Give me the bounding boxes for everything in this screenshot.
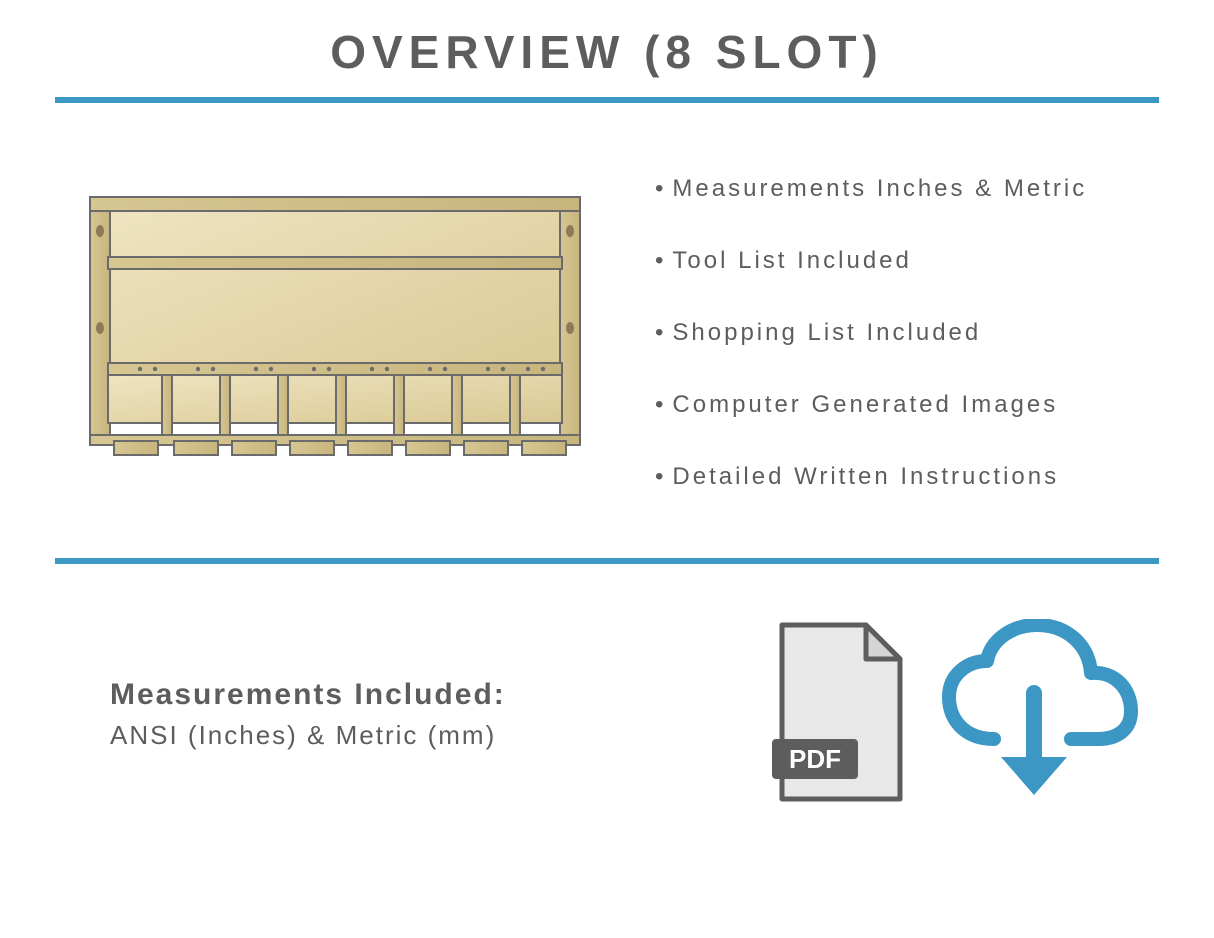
feature-text: Detailed Written Instructions <box>672 463 1059 490</box>
feature-text: Shopping List Included <box>672 319 981 346</box>
feature-item: •Measurements Inches & Metric <box>655 171 1159 207</box>
product-illustration <box>55 163 615 503</box>
pdf-file-icon: PDF <box>764 619 914 809</box>
measurements-detail: ANSI (Inches) & Metric (mm) <box>110 720 506 751</box>
shelf-svg <box>80 183 590 483</box>
main-content: •Measurements Inches & Metric •Tool List… <box>55 163 1159 503</box>
feature-text: Computer Generated Images <box>672 391 1058 418</box>
bottom-row: Measurements Included: ANSI (Inches) & M… <box>55 619 1159 809</box>
download-icons: PDF <box>764 619 1139 809</box>
divider-bottom <box>55 558 1159 564</box>
page-title: OVERVIEW (8 SLOT) <box>55 25 1159 79</box>
feature-item: •Shopping List Included <box>655 315 1159 351</box>
feature-text: Measurements Inches & Metric <box>672 175 1087 202</box>
measurements-block: Measurements Included: ANSI (Inches) & M… <box>110 678 506 751</box>
divider-top <box>55 97 1159 103</box>
feature-item: •Tool List Included <box>655 243 1159 279</box>
pdf-label-text: PDF <box>789 744 841 774</box>
cloud-download-icon <box>939 619 1139 809</box>
measurements-heading: Measurements Included: <box>110 678 506 712</box>
feature-item: •Computer Generated Images <box>655 387 1159 423</box>
feature-text: Tool List Included <box>672 247 911 274</box>
feature-list: •Measurements Inches & Metric •Tool List… <box>655 171 1159 495</box>
feature-item: •Detailed Written Instructions <box>655 459 1159 495</box>
